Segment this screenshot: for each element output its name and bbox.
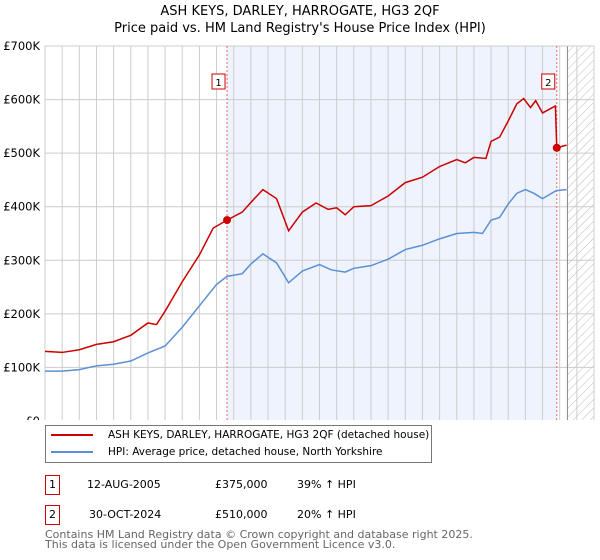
sale-date: 12-AUG-2005 — [87, 478, 161, 491]
sale-hpi: 39% ↑ HPI — [297, 478, 356, 491]
sale-badge: 2 — [45, 505, 60, 525]
sale-price: £375,000 — [215, 478, 268, 491]
legend-label: HPI: Average price, detached house, Nort… — [108, 446, 383, 458]
plot-frame — [44, 45, 595, 420]
series-line — [44, 97, 567, 354]
legend-item-property: ASH KEYS, DARLEY, HARROGATE, HG3 2QF (de… — [46, 427, 429, 443]
y-tick-label: £500K — [3, 146, 40, 160]
sale-row: 1 12-AUG-2005 £375,000 39% ↑ HPI — [45, 475, 445, 495]
sale-annotation-box — [541, 73, 556, 90]
sale-annotation-label: 1 — [215, 78, 221, 89]
y-tick-label: £300K — [3, 253, 40, 267]
y-tick-label: £100K — [3, 360, 40, 374]
sale-badge: 1 — [45, 475, 60, 495]
series-line — [45, 188, 567, 372]
red-line-swatch — [51, 434, 93, 436]
y-tick-label: £600K — [3, 93, 40, 107]
y-tick-label: £0 — [25, 414, 40, 420]
y-tick-label: £200K — [3, 307, 40, 321]
sale-point — [223, 216, 232, 225]
sale-annotation-box — [211, 73, 226, 90]
blue-line-swatch — [51, 451, 93, 453]
sale-price: £510,000 — [215, 508, 268, 521]
footer-copyright: Contains HM Land Registry data © Crown c… — [45, 528, 473, 541]
sale-hpi: 20% ↑ HPI — [297, 508, 356, 521]
sale-annotation-label: 2 — [545, 78, 551, 89]
legend-item-hpi: HPI: Average price, detached house, Nort… — [46, 444, 383, 460]
footer-licence: This data is licensed under the Open Gov… — [45, 538, 396, 551]
price-chart: 1995199619971998199920002001200220032004… — [3, 39, 595, 420]
legend-label: ASH KEYS, DARLEY, HARROGATE, HG3 2QF (de… — [108, 429, 430, 441]
sale-point — [552, 143, 561, 152]
forecast-hatch — [567, 46, 594, 420]
sale-row: 2 30-OCT-2024 £510,000 20% ↑ HPI — [45, 505, 445, 525]
ownership-shading — [227, 46, 557, 420]
y-tick-label: £400K — [3, 200, 40, 214]
sale-date: 30-OCT-2024 — [89, 508, 162, 521]
legend: ASH KEYS, DARLEY, HARROGATE, HG3 2QF (de… — [45, 425, 432, 463]
chart-title: ASH KEYS, DARLEY, HARROGATE, HG3 2QF — [160, 4, 440, 19]
y-tick-label: £700K — [3, 39, 40, 53]
footer: Contains HM Land Registry data © Crown c… — [45, 528, 473, 551]
chart-subtitle: Price paid vs. HM Land Registry's House … — [114, 21, 486, 36]
